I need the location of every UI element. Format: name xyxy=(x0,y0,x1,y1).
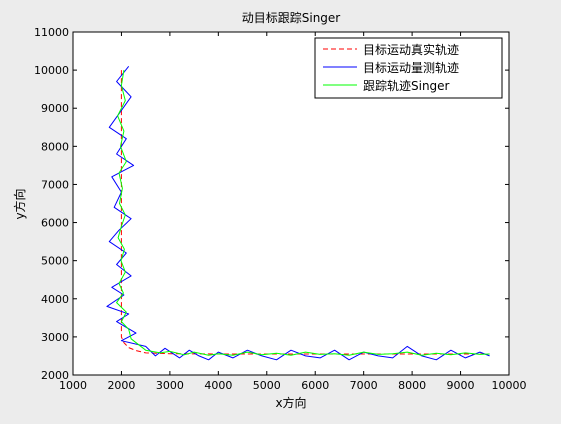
x-tick-label: 2000 xyxy=(107,379,135,392)
y-tick-label: 7000 xyxy=(41,178,69,191)
y-tick-label: 8000 xyxy=(41,140,69,153)
y-tick-label: 11000 xyxy=(34,26,69,39)
x-tick-label: 8000 xyxy=(398,379,426,392)
y-tick-label: 3000 xyxy=(41,331,69,344)
x-tick-label: 3000 xyxy=(156,379,184,392)
x-tick-label: 9000 xyxy=(447,379,475,392)
y-tick-label: 6000 xyxy=(41,217,69,230)
x-tick-label: 1000 xyxy=(59,379,87,392)
axes-frame xyxy=(72,31,510,376)
x-tick-label: 5000 xyxy=(253,379,281,392)
y-axis-label: y方向 xyxy=(12,188,27,219)
chart-title: 动目标跟踪Singer xyxy=(242,11,341,25)
axes-layer: 1000 2000 3000 4000 5000 6000 7000 8000 9000 1000… xyxy=(34,26,527,392)
series-line-2 xyxy=(106,65,490,361)
y-tick-label: 10000 xyxy=(34,64,69,77)
x-tick-label: 6000 xyxy=(301,379,329,392)
y-tick-label: 2000 xyxy=(41,369,69,382)
series-layer xyxy=(106,65,490,361)
series-line-1 xyxy=(120,70,490,355)
x-tick-label: 7000 xyxy=(350,379,378,392)
legend-label-1: 目标运动真实轨迹 xyxy=(363,42,459,57)
x-axis-label: x方向 xyxy=(275,395,306,410)
legend-label-2: 目标运动量测轨迹 xyxy=(363,61,459,75)
y-tick-label: 9000 xyxy=(41,102,69,115)
y-tick-label: 4000 xyxy=(41,293,69,306)
legend-box xyxy=(314,37,503,99)
y-tick-label: 5000 xyxy=(41,255,69,268)
x-tick-label: 10000 xyxy=(492,379,527,392)
legend-label-3: 跟踪轨迹Singer xyxy=(363,79,450,93)
x-tick-label: 4000 xyxy=(204,379,232,392)
series-line-3 xyxy=(116,70,490,356)
